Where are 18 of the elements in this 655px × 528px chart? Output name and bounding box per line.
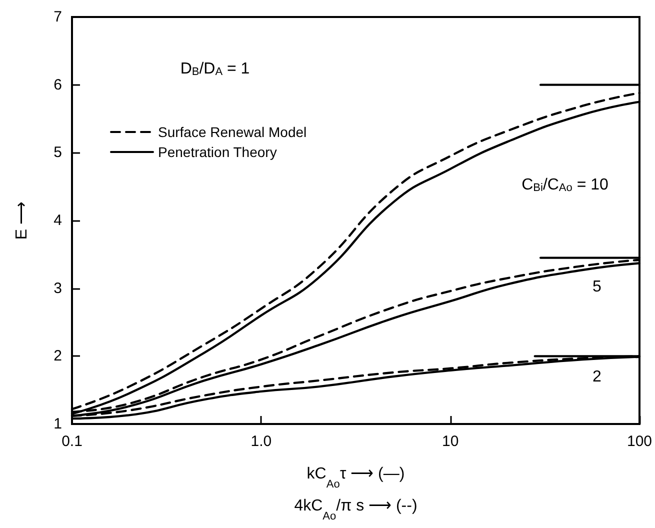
annotation: 2 — [592, 368, 602, 386]
annotation: DB/DA = 1 — [180, 60, 250, 78]
y-axis-title: E ⟶ — [14, 201, 30, 240]
annotation: 5 — [592, 278, 602, 296]
y-tick-label: 2 — [54, 348, 62, 365]
y-tick-label: 4 — [54, 212, 62, 229]
y-tick-label: 1 — [54, 416, 62, 432]
legend-label: Surface Renewal Model — [158, 124, 307, 140]
y-tick-label: 6 — [54, 76, 62, 94]
x-tick-label: 100 — [626, 433, 652, 450]
x-tick-label: 1.0 — [250, 433, 272, 450]
legend-label: Penetration Theory — [158, 144, 277, 160]
annotation: CBi/CAo = 10 — [522, 176, 609, 194]
y-tick-label: 7 — [54, 8, 62, 26]
x-tick-label: 0.1 — [62, 433, 82, 450]
y-tick-label: 5 — [54, 144, 62, 162]
y-tick-label: 3 — [54, 280, 62, 297]
x-tick-label: 10 — [442, 433, 459, 450]
